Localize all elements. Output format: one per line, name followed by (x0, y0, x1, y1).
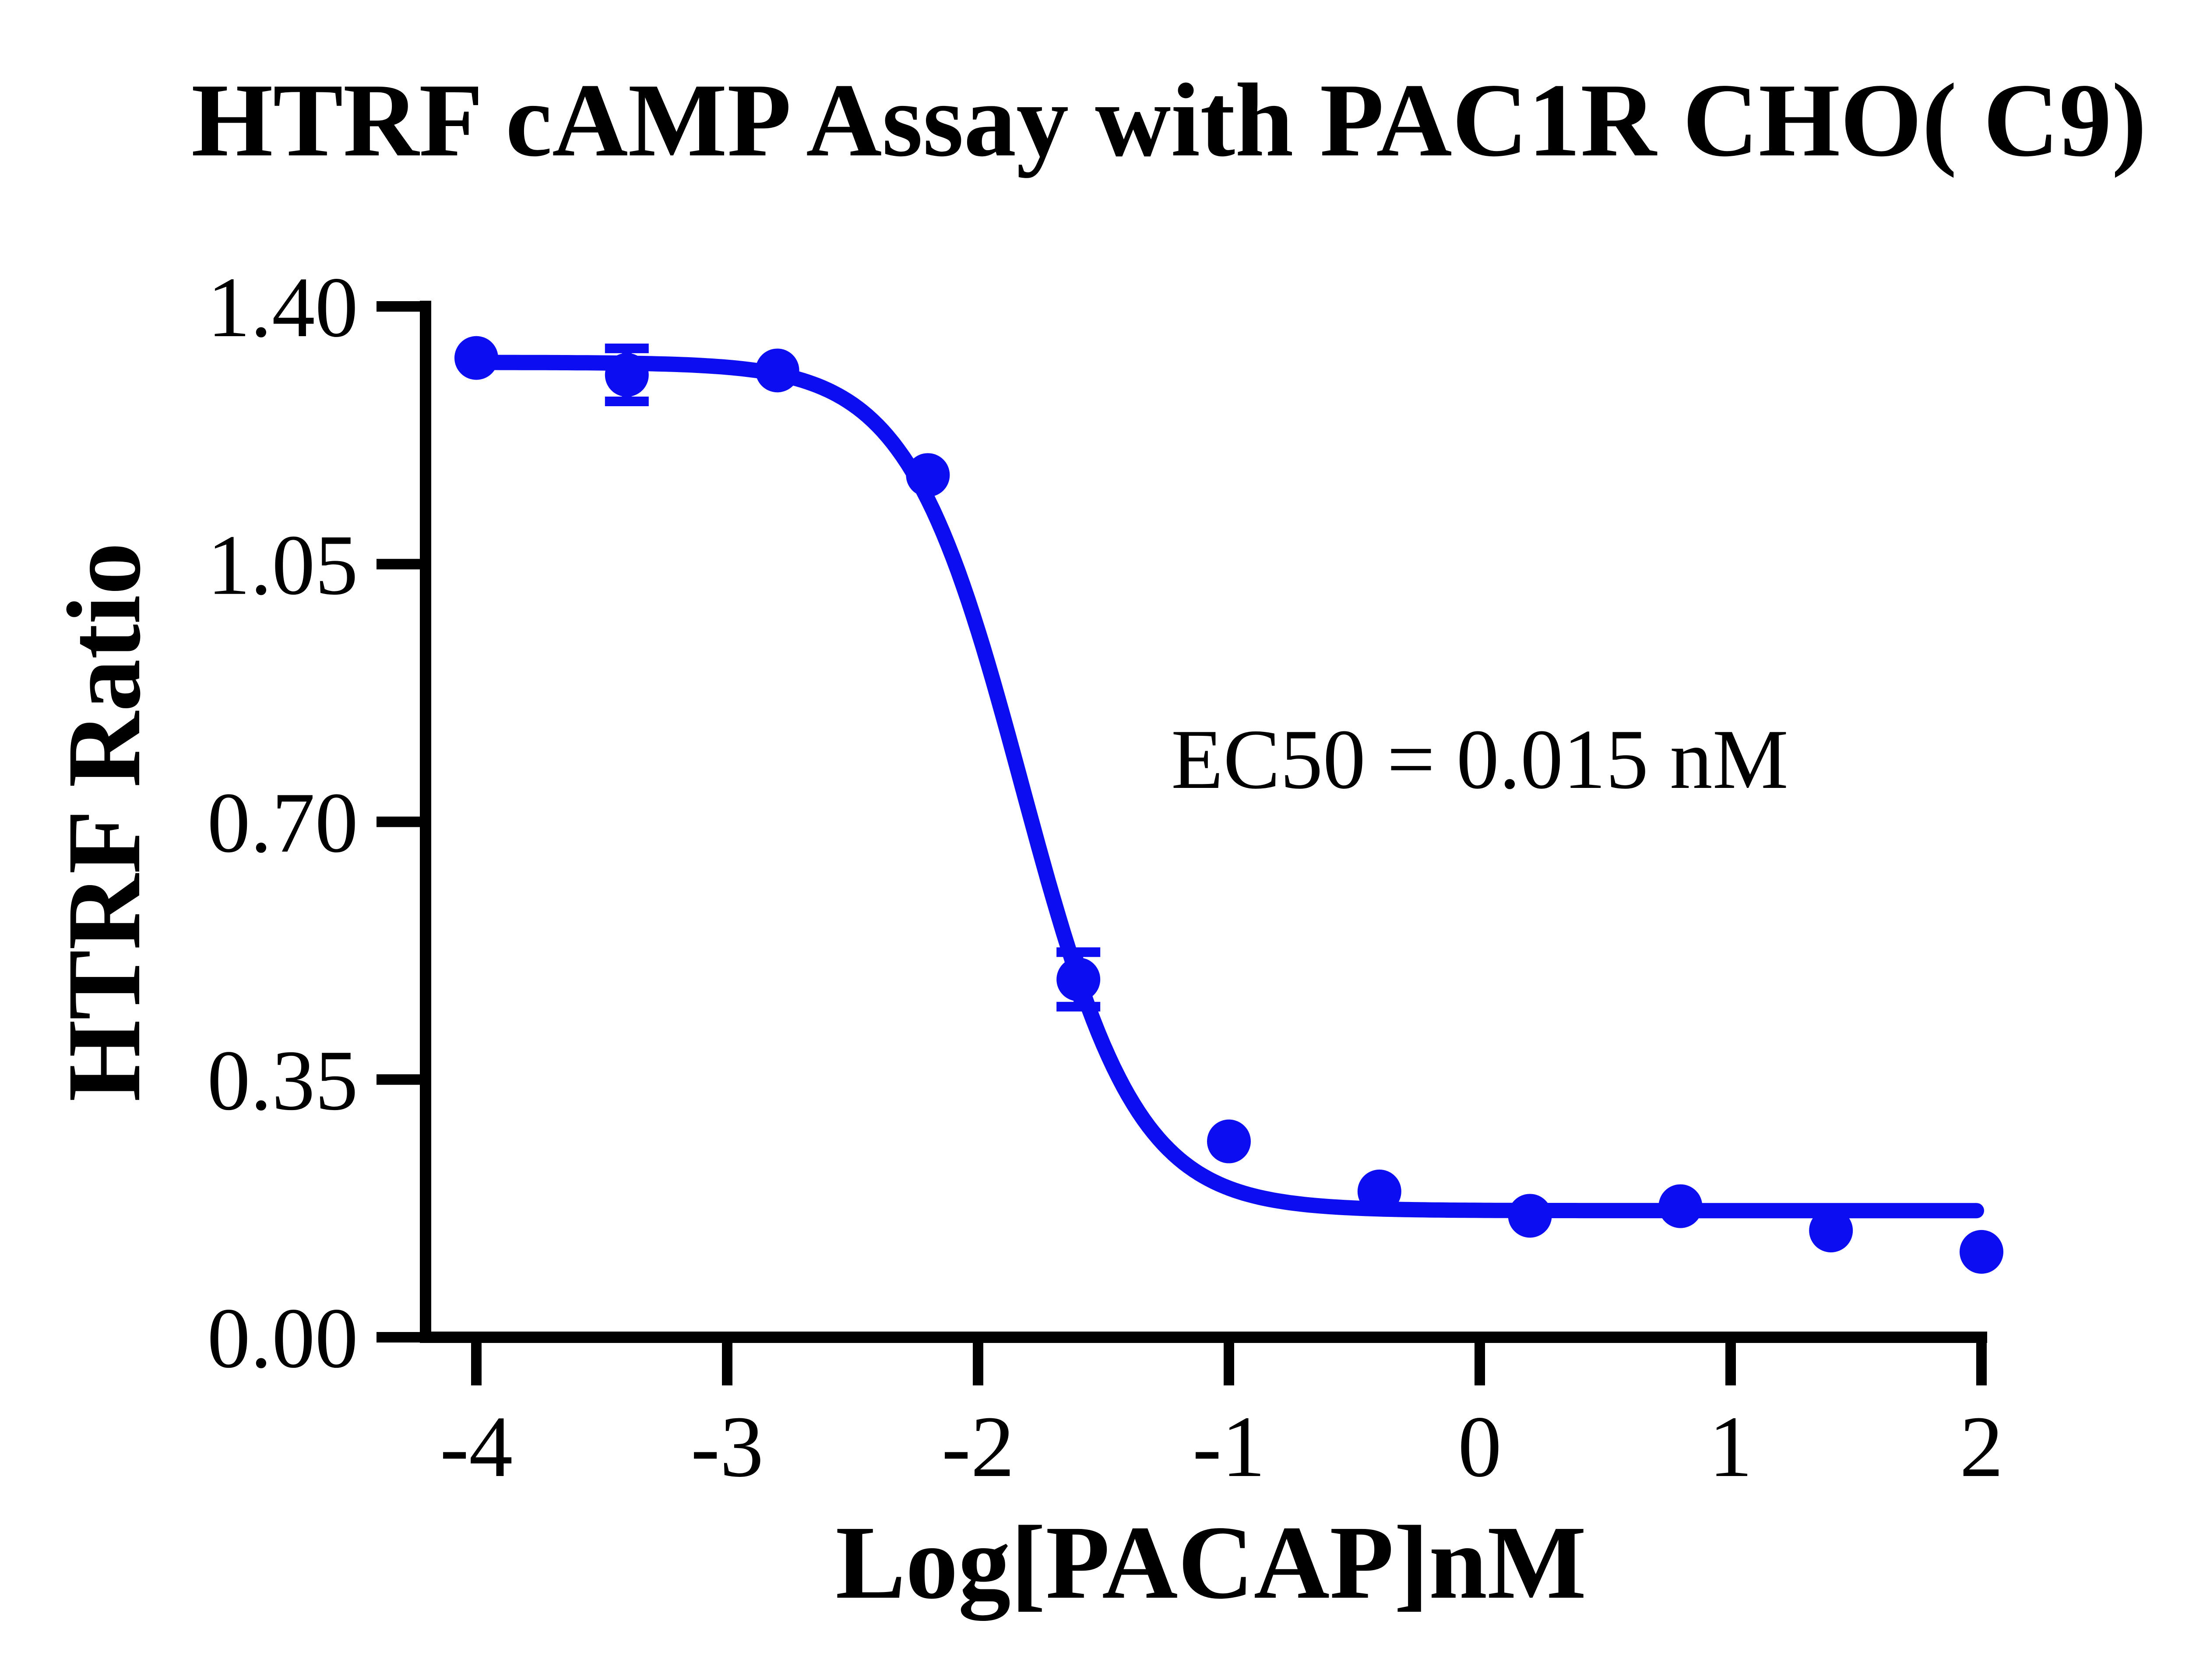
data-point-marker (1809, 1209, 1853, 1253)
chart-title: HTRF cAMP Assay with PAC1R CHO( C9) (191, 62, 2147, 178)
data-points-group (454, 336, 2003, 1274)
data-point-marker (605, 353, 649, 397)
data-point-marker (755, 348, 799, 393)
x-axis-title: Log[PACAP]nM (835, 1504, 1586, 1621)
y-tick-label: 1.05 (207, 517, 358, 613)
dose-response-curve-group (468, 355, 1984, 1219)
x-tick-label: -2 (942, 1399, 1015, 1495)
data-point-marker (1207, 1119, 1251, 1163)
y-tick-label: 0.35 (207, 1032, 358, 1128)
data-point-marker (454, 336, 498, 380)
x-tick-label: -3 (691, 1399, 764, 1495)
x-tick-label: -4 (440, 1399, 513, 1495)
data-point-marker (1056, 957, 1101, 1002)
data-point-marker (1508, 1194, 1552, 1238)
data-point-marker (906, 453, 950, 497)
y-tick-label: 0.00 (207, 1290, 358, 1386)
data-point-marker (1357, 1169, 1401, 1213)
fit-curve (468, 355, 1984, 1219)
x-tick-label: 0 (1458, 1399, 1502, 1495)
axes-group: 0.00 0.35 0.70 1.05 1.40 -4 -3 -2 -1 0 1 2 (207, 259, 2003, 1495)
data-point-marker (1658, 1184, 1703, 1228)
x-tick-label: 2 (1960, 1399, 2003, 1495)
ec50-annotation: EC50 = 0.015 nM (1171, 712, 1788, 807)
y-tick-label: 0.70 (207, 775, 358, 871)
data-point-marker (1960, 1230, 2003, 1274)
y-axis-title: HTRF Ratio (46, 542, 162, 1102)
y-tick-label: 1.40 (207, 259, 358, 355)
error-bars-group (605, 343, 1101, 1012)
x-tick-label: -1 (1193, 1399, 1266, 1495)
x-tick-label: 1 (1709, 1399, 1753, 1495)
